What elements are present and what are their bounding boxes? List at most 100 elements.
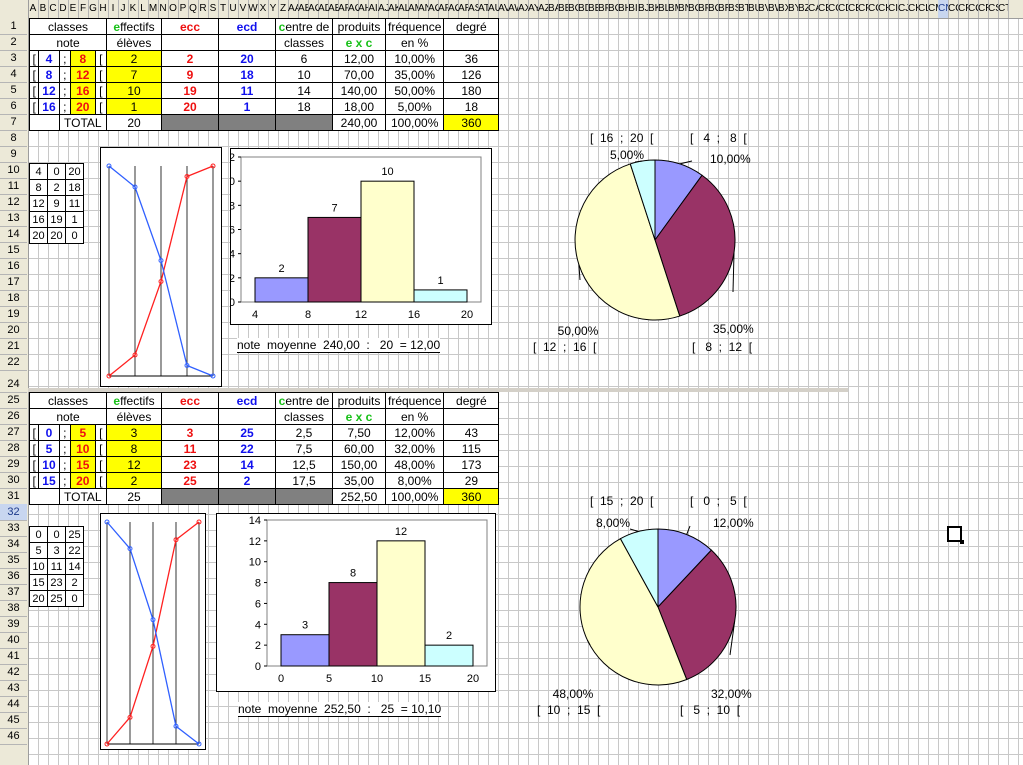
- column-header-AN[interactable]: AN: [418, 0, 429, 18]
- total-produits[interactable]: 240,00: [332, 114, 386, 131]
- header-classes[interactable]: classes: [29, 392, 107, 409]
- header-produits[interactable]: produits: [332, 392, 386, 409]
- row-header-46[interactable]: 46: [0, 728, 27, 745]
- total-degre[interactable]: 360: [443, 114, 500, 131]
- total-label[interactable]: TOTAL: [58, 114, 108, 131]
- column-header-BK[interactable]: BK: [648, 0, 659, 18]
- column-header-P[interactable]: P: [178, 0, 189, 18]
- separator[interactable]: ;: [58, 472, 71, 489]
- frequence-cell[interactable]: 50,00%: [384, 82, 445, 99]
- bracket-open[interactable]: [: [28, 98, 40, 115]
- frequence-cell[interactable]: 8,00%: [384, 472, 445, 489]
- separator[interactable]: ;: [58, 82, 71, 99]
- column-header-BF[interactable]: BF: [598, 0, 609, 18]
- total-effectif[interactable]: 25: [106, 488, 162, 505]
- class-upper-bound[interactable]: 8: [69, 50, 96, 67]
- class-lower-bound[interactable]: 5: [38, 440, 60, 457]
- centre-cell[interactable]: 17,5: [275, 472, 333, 489]
- ecd-cell[interactable]: 2: [218, 472, 276, 489]
- separator[interactable]: ;: [58, 424, 71, 441]
- cumulative-cell[interactable]: 20: [29, 227, 48, 244]
- column-header-CG[interactable]: CG: [868, 0, 879, 18]
- cumulative-cell[interactable]: 25: [47, 590, 66, 607]
- column-header-AR[interactable]: AR: [458, 0, 469, 18]
- column-header-AG[interactable]: AG: [348, 0, 359, 18]
- degre-cell[interactable]: 115: [443, 440, 500, 457]
- centre-cell[interactable]: 12,5: [275, 456, 333, 473]
- column-header-BQ[interactable]: BQ: [708, 0, 719, 18]
- row-header-39[interactable]: 39: [0, 616, 27, 633]
- effectif-cell[interactable]: 2: [106, 472, 162, 489]
- produit-cell[interactable]: 140,00: [332, 82, 386, 99]
- cumulative-cell[interactable]: 1: [65, 211, 84, 228]
- pie-chart-1[interactable]: 10,00% 35,00% 50,00% 5,00%: [520, 140, 820, 360]
- column-header-CO[interactable]: CO: [948, 0, 959, 18]
- column-header-AH[interactable]: AH: [358, 0, 369, 18]
- degre-cell[interactable]: 126: [443, 66, 500, 83]
- cumulative-cell[interactable]: 5: [29, 542, 48, 559]
- ecc-cell[interactable]: 19: [161, 82, 219, 99]
- column-header-Z[interactable]: Z: [278, 0, 289, 18]
- header-eleves[interactable]: élèves: [106, 408, 162, 425]
- column-header-BC[interactable]: BC: [568, 0, 579, 18]
- column-header-BM[interactable]: BM: [668, 0, 679, 18]
- class-upper-bound[interactable]: 16: [69, 82, 96, 99]
- produit-cell[interactable]: 35,00: [332, 472, 386, 489]
- column-header-CF[interactable]: CF: [858, 0, 869, 18]
- ecc-cell[interactable]: 25: [161, 472, 219, 489]
- ecc-cell[interactable]: 2: [161, 50, 219, 67]
- produit-cell[interactable]: 7,50: [332, 424, 386, 441]
- ecc-cell[interactable]: 9: [161, 66, 219, 83]
- class-upper-bound[interactable]: 15: [69, 456, 96, 473]
- cumulative-cell[interactable]: 0: [47, 526, 66, 543]
- header-note[interactable]: note: [29, 408, 107, 425]
- column-header-F[interactable]: F: [78, 0, 89, 18]
- header-produits[interactable]: produits: [332, 18, 386, 35]
- cumulative-cell[interactable]: 11: [65, 195, 84, 212]
- column-header-BH[interactable]: BH: [618, 0, 629, 18]
- degre-cell[interactable]: 36: [443, 50, 500, 67]
- column-header-BS[interactable]: BS: [728, 0, 739, 18]
- bracket-open[interactable]: [: [28, 50, 40, 67]
- class-lower-bound[interactable]: 4: [38, 50, 60, 67]
- bracket-open[interactable]: [: [28, 66, 40, 83]
- column-header-X[interactable]: X: [258, 0, 269, 18]
- column-header-BL[interactable]: BL: [658, 0, 669, 18]
- column-header-AS[interactable]: AS: [468, 0, 479, 18]
- row-header-13[interactable]: 13: [0, 210, 27, 227]
- column-header-I[interactable]: I: [108, 0, 119, 18]
- header-eleves[interactable]: élèves: [106, 34, 162, 51]
- row-header-2[interactable]: 2: [0, 34, 27, 51]
- ecc-cell[interactable]: 3: [161, 424, 219, 441]
- row-header-27[interactable]: 27: [0, 424, 27, 441]
- row-header-7[interactable]: 7: [0, 114, 27, 131]
- row-header-30[interactable]: 30: [0, 472, 27, 489]
- frequence-cell[interactable]: 12,00%: [384, 424, 445, 441]
- cell-empty[interactable]: [29, 114, 60, 131]
- column-header-BN[interactable]: BN: [678, 0, 689, 18]
- degre-cell[interactable]: 173: [443, 456, 500, 473]
- cumulative-cell[interactable]: 18: [65, 179, 84, 196]
- frequence-cell[interactable]: 35,00%: [384, 66, 445, 83]
- column-header-BO[interactable]: BO: [688, 0, 699, 18]
- column-header-BX[interactable]: BX: [778, 0, 789, 18]
- separator[interactable]: ;: [58, 66, 71, 83]
- header-formula[interactable]: e x c: [332, 34, 386, 51]
- column-header-AV[interactable]: AV: [498, 0, 509, 18]
- column-header-AO[interactable]: AO: [428, 0, 439, 18]
- row-header-14[interactable]: 14: [0, 226, 27, 243]
- column-header-A[interactable]: A: [28, 0, 39, 18]
- row-header-16[interactable]: 16: [0, 258, 27, 275]
- cumulative-cell[interactable]: 0: [65, 227, 84, 244]
- column-header-AT[interactable]: AT: [478, 0, 489, 18]
- row-header-19[interactable]: 19: [0, 306, 27, 323]
- column-header-AB[interactable]: AB: [298, 0, 309, 18]
- column-header-D[interactable]: D: [58, 0, 69, 18]
- column-header-AP[interactable]: AP: [438, 0, 449, 18]
- header-note[interactable]: note: [29, 34, 107, 51]
- effectif-cell[interactable]: 7: [106, 66, 162, 83]
- separator[interactable]: ;: [58, 440, 71, 457]
- cumulative-cell[interactable]: 19: [47, 211, 66, 228]
- cell-empty[interactable]: [443, 408, 500, 425]
- bracket-close[interactable]: [: [94, 456, 108, 473]
